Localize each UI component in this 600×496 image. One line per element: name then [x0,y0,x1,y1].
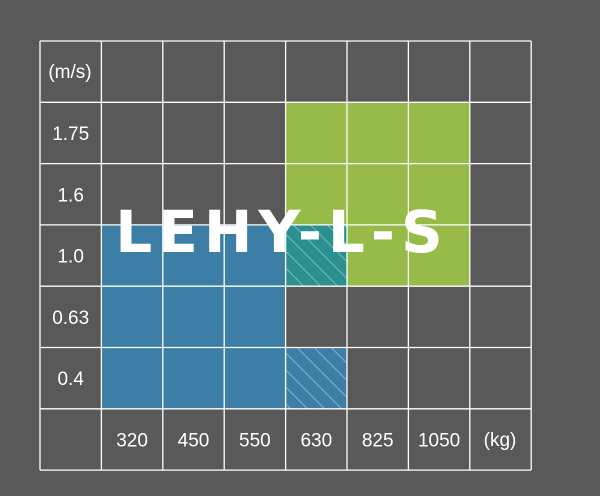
x-tick-label: 630 [300,430,332,451]
y-tick-label: 1.75 [52,124,89,145]
x-axis-unit: (kg) [484,430,517,451]
x-tick-label: 450 [178,430,210,451]
cell-green-1050-1.75 [408,102,470,164]
cell-blue-320-0.4 [101,347,163,409]
cell-green-1050-1.0 [408,224,470,287]
labels-layer: (m/s) (kg) 1.75 1.6 1.0 0.63 0.4 320 450 550 630… [48,62,516,451]
y-tick-label: 1.0 [57,247,83,268]
x-tick-label: 825 [362,430,394,451]
cell-blue-320-1.0 [101,224,163,287]
cell-green-825-1.6 [347,163,409,225]
cell-blue-320-0.63 [101,286,163,348]
x-tick-label: 550 [239,430,271,451]
cell-blue-450-0.63 [162,286,225,348]
cell-green-630-1.75 [285,102,347,164]
y-axis-unit: (m/s) [48,62,91,83]
chart-title: LEHY-L-S [115,198,448,266]
cell-hatch-630-1.0 [285,224,347,287]
cell-green-825-1.0 [347,224,409,287]
x-tick-label: 320 [116,430,148,451]
cell-blue-550-0.4 [224,347,286,409]
cell-hatch-630-0.4 [285,347,347,409]
y-tick-label: 0.4 [57,369,84,390]
cell-blue-550-0.63 [224,286,286,348]
y-tick-label: 1.6 [57,185,83,206]
grid-layer [39,40,532,471]
cell-blue-550-1.0 [224,224,286,287]
cells-layer [101,102,470,409]
cell-green-1050-1.6 [408,163,470,225]
cell-green-825-1.75 [347,102,409,164]
cell-blue-450-0.4 [162,347,225,409]
cell-blue-450-1.0 [162,224,225,287]
y-tick-label: 0.63 [52,308,89,329]
x-tick-label: 1050 [418,430,460,451]
cell-green-630-1.6 [285,163,347,225]
